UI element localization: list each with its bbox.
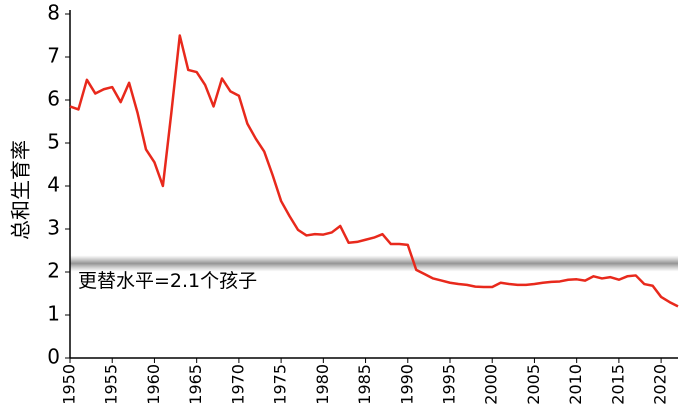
- x-tick-label: 1995: [440, 364, 459, 405]
- x-tick-label: 1955: [102, 364, 121, 405]
- y-tick-label: 2: [47, 259, 60, 283]
- x-tick-label: 1985: [355, 364, 374, 405]
- x-tick-label: 1965: [186, 364, 205, 405]
- x-tick-label: 2015: [608, 364, 627, 405]
- x-tick-label: 1950: [60, 364, 79, 405]
- x-tick-label: 2010: [566, 364, 585, 405]
- y-tick-label: 7: [47, 44, 60, 68]
- y-tick-label: 1: [47, 302, 60, 326]
- x-tick-label: 1990: [397, 364, 416, 405]
- x-tick-label: 1960: [144, 364, 163, 405]
- y-tick-label: 6: [47, 87, 60, 111]
- x-tick-label: 2005: [524, 364, 543, 405]
- x-tick-label: 1970: [228, 364, 247, 405]
- y-tick-label: 8: [47, 1, 60, 25]
- reference-band: [70, 255, 678, 272]
- y-tick-label: 5: [47, 130, 60, 154]
- data-line: [69, 34, 679, 308]
- y-axis-label: 总和生育率: [9, 140, 33, 240]
- y-tick-label: 4: [47, 173, 60, 197]
- annotation: 更替水平=2.1个孩子: [78, 270, 257, 292]
- y-tick-label: 3: [47, 216, 60, 240]
- y-tick-label: 0: [47, 345, 60, 369]
- x-tick-label: 2000: [482, 364, 501, 405]
- x-tick-label: 1980: [313, 364, 332, 405]
- x-tick-label: 1975: [271, 364, 290, 405]
- x-tick-label: 2020: [651, 364, 670, 405]
